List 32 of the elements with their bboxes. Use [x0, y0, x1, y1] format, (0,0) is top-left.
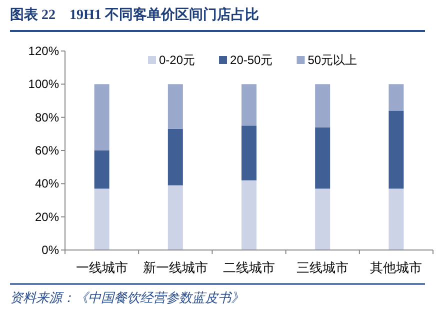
- bar: [168, 128, 183, 186]
- bar: [242, 84, 256, 126]
- legend-label: 50元以上: [308, 53, 358, 67]
- bar: [388, 110, 404, 189]
- x-tick-label: 二线城市: [223, 260, 275, 275]
- y-tick-label: 20%: [34, 210, 60, 224]
- x-tick-label: 其他城市: [370, 260, 422, 275]
- bar: [94, 188, 110, 250]
- bar: [315, 188, 330, 250]
- text: 资料来源：《中国餐饮经营参数蓝皮书》: [10, 290, 244, 305]
- y-tick-label: 0%: [42, 243, 60, 257]
- bar: [388, 84, 404, 111]
- x-tick-label: 三线城市: [296, 260, 349, 275]
- y-tick-label: 80%: [34, 110, 60, 124]
- y-tick-label: 100%: [28, 77, 60, 92]
- bar: [94, 84, 110, 150]
- y-tick-label: 120%: [28, 44, 60, 58]
- y-tick-label: 60%: [34, 144, 60, 158]
- bar: [242, 180, 256, 250]
- y-tick-label: 40%: [34, 176, 60, 191]
- bar: [242, 126, 256, 180]
- bar: [168, 84, 183, 129]
- legend-label: 0-20元: [159, 53, 196, 67]
- bar: [94, 150, 110, 189]
- x-tick-label: 一线城市: [76, 260, 128, 275]
- bar: [168, 185, 183, 250]
- legend-label: 20-50元: [230, 53, 273, 67]
- bar: [315, 127, 330, 189]
- x-tick-label: 新一线城市: [142, 260, 208, 275]
- bar: [315, 84, 330, 128]
- bar: [388, 188, 404, 250]
- chart-title: 图表 22 19H1 不同客单价区间门店占比: [10, 6, 259, 23]
